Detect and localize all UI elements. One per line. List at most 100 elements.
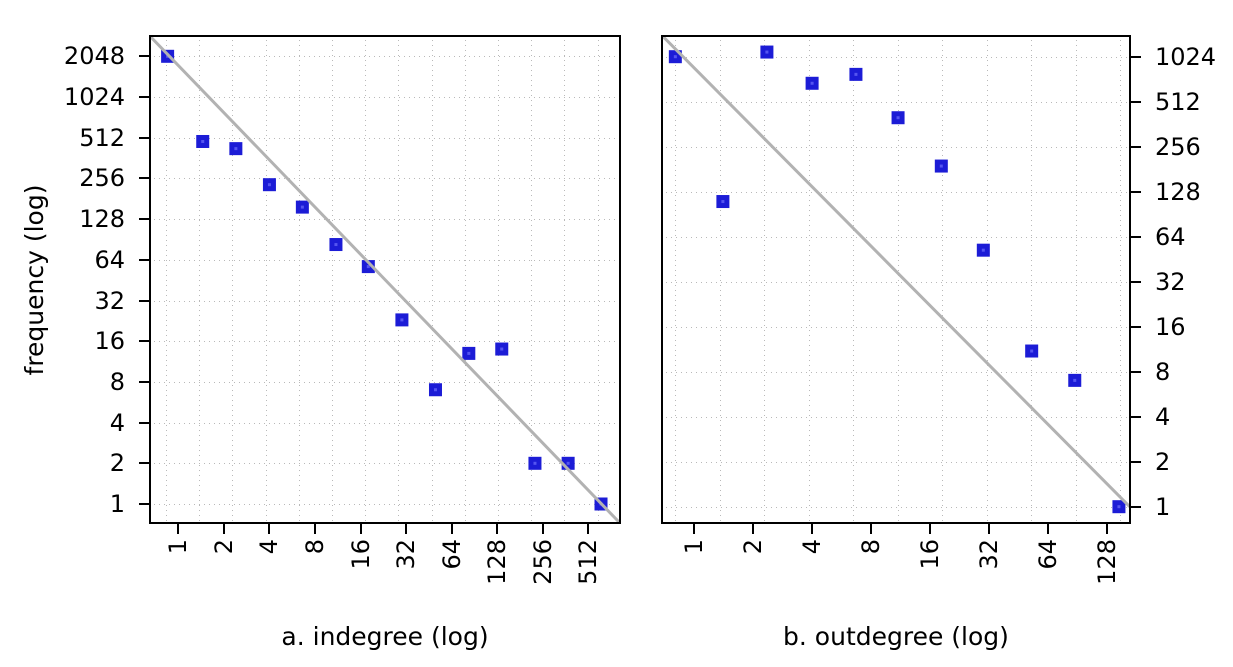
gridline	[1075, 35, 1077, 524]
y-tick-mark	[139, 340, 149, 343]
gridline	[149, 97, 621, 98]
data-point-center	[854, 72, 858, 76]
y-tick-label: 256	[79, 164, 125, 193]
gridline	[298, 35, 300, 524]
plot-area	[661, 35, 1131, 514]
gridline	[166, 35, 167, 524]
gridline	[1031, 35, 1032, 524]
y-tick-label: 32	[1155, 267, 1186, 296]
outdegree-plot: 1 2 4 8 16 32 64 128 1024 512 256 128 64 32 16 8 4 2 1	[661, 35, 1216, 585]
panel-a-title: a. indegree (log)	[281, 622, 489, 651]
gridline	[431, 35, 433, 524]
y-tick-mark	[1131, 460, 1141, 463]
gridline	[986, 35, 988, 524]
gridline	[675, 35, 676, 524]
gridline	[149, 219, 621, 221]
data-point-center	[300, 205, 304, 209]
gridline	[942, 35, 943, 524]
y-tick-label: 64	[94, 245, 125, 274]
data-point-center	[566, 461, 570, 465]
gridline	[149, 259, 621, 261]
y-tick-label: 2	[1155, 447, 1171, 476]
x-tick-mark	[314, 524, 316, 534]
y-tick-mark	[139, 96, 149, 98]
data-point-center	[765, 50, 769, 54]
x-tick-mark	[811, 524, 814, 534]
x-tick-label: 128	[1092, 539, 1121, 585]
gridline	[661, 281, 1131, 283]
trend-line	[149, 35, 621, 524]
y-tick-label: 2048	[63, 42, 125, 71]
gridline	[149, 56, 621, 58]
gridline	[149, 381, 621, 383]
x-tick-label: 32	[974, 539, 1003, 570]
y-tick-label: 2	[109, 449, 125, 478]
data-point-center	[467, 351, 471, 355]
x-tick-mark	[177, 524, 180, 534]
gridline	[498, 35, 499, 524]
gridline	[531, 35, 533, 524]
x-tick-mark	[1105, 524, 1108, 534]
gridline	[661, 56, 1131, 58]
x-tick-label: 128	[483, 539, 512, 585]
gridline	[661, 326, 1131, 328]
gridline	[764, 35, 765, 524]
gridline	[398, 35, 400, 524]
x-tick-mark	[928, 524, 931, 534]
gridline	[149, 463, 621, 465]
y-tick-label: 256	[1155, 132, 1201, 161]
x-tick-label: 2	[739, 539, 768, 555]
y-tick-label: 8	[109, 367, 125, 396]
x-tick-label: 16	[346, 539, 375, 570]
data-point-center	[981, 248, 985, 252]
y-tick-mark	[1131, 55, 1141, 58]
gridline	[149, 341, 621, 343]
x-tick-mark	[870, 524, 872, 534]
plot-border	[149, 35, 621, 524]
y-tick-label: 1024	[1155, 42, 1217, 71]
data-point-center	[533, 461, 537, 465]
gridline	[365, 35, 367, 524]
data-point-center	[400, 318, 404, 322]
y-tick-mark	[1131, 325, 1141, 328]
y-tick-mark	[139, 421, 149, 424]
data-point-center	[433, 388, 437, 392]
y-tick-mark	[139, 55, 149, 58]
data-point-center	[267, 183, 271, 187]
data-point-center	[939, 164, 943, 168]
gridline	[661, 236, 1131, 238]
gridline	[661, 416, 1131, 418]
x-tick-label: 2	[209, 539, 238, 555]
gridline	[661, 146, 1131, 148]
x-tick-label: 256	[528, 539, 557, 585]
y-tick-label: 4	[1155, 402, 1171, 431]
gridline	[897, 35, 899, 524]
y-tick-label: 1	[109, 490, 125, 518]
y-tick-label: 16	[1155, 312, 1186, 341]
x-tick-mark	[752, 524, 755, 534]
x-tick-mark	[987, 524, 990, 534]
data-point-center	[1073, 378, 1077, 382]
x-tick-mark	[405, 524, 408, 534]
y-tick-mark	[1131, 370, 1141, 373]
gridline	[149, 178, 621, 180]
y-tick-label: 4	[109, 408, 125, 437]
x-tick-mark	[693, 524, 696, 534]
y-tick-label: 64	[1155, 222, 1186, 251]
gridline	[149, 504, 621, 505]
plot-area	[149, 35, 621, 524]
x-tick-label: 1	[164, 539, 193, 555]
gridline	[332, 35, 333, 524]
data-point-center	[234, 147, 238, 151]
data-point-center	[810, 81, 814, 85]
x-tick-label: 1	[680, 539, 709, 555]
x-tick-label: 16	[915, 539, 944, 570]
x-tick-mark	[222, 524, 225, 534]
gridline	[1120, 35, 1121, 524]
y-tick-mark	[1131, 280, 1141, 283]
y-tick-label: 512	[79, 123, 125, 152]
indegree-plot: 1 2 4 8 16 32 64 128 256 512 2048 1024 512 256 128 64 32…	[64, 35, 621, 585]
x-tick-mark	[1046, 524, 1049, 534]
x-tick-label: 32	[392, 539, 421, 570]
data-point-center	[1117, 505, 1121, 509]
